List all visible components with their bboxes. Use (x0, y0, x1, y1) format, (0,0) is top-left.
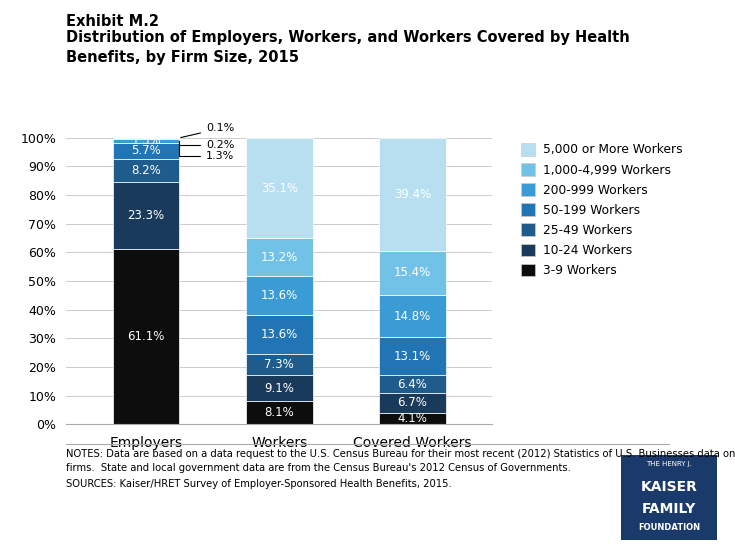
Bar (246, 401, 312, 424)
Bar (379, 337, 446, 375)
Text: firms.  State and local government data are from the Census Bureau's 2012 Census: firms. State and local government data a… (66, 463, 571, 473)
Text: THE HENRY J.: THE HENRY J. (646, 461, 692, 467)
Text: 13.2%: 13.2% (261, 251, 298, 264)
Bar (246, 138, 312, 239)
Bar (379, 413, 446, 424)
Bar (246, 315, 312, 354)
Text: Exhibit M.2: Exhibit M.2 (66, 14, 159, 29)
Bar (112, 249, 179, 424)
Text: 13.6%: 13.6% (261, 328, 298, 341)
Text: Distribution of Employers, Workers, and Workers Covered by Health
Benefits, by F: Distribution of Employers, Workers, and … (66, 30, 630, 64)
Text: 8.2%: 8.2% (132, 164, 161, 177)
Text: KAISER: KAISER (640, 480, 698, 494)
Text: 1.3%: 1.3% (132, 134, 161, 147)
Text: 13.6%: 13.6% (261, 289, 298, 302)
Bar (379, 295, 446, 337)
Text: 6.7%: 6.7% (398, 396, 428, 409)
Bar (246, 375, 312, 401)
Text: 13.1%: 13.1% (394, 350, 431, 363)
Bar (379, 393, 446, 413)
Text: 15.4%: 15.4% (394, 267, 431, 279)
Text: 7.3%: 7.3% (265, 358, 294, 371)
Bar (112, 182, 179, 249)
Bar (112, 138, 179, 139)
Text: 35.1%: 35.1% (261, 181, 298, 195)
Text: 23.3%: 23.3% (127, 209, 165, 222)
Text: 6.4%: 6.4% (398, 377, 428, 391)
Text: 9.1%: 9.1% (265, 381, 294, 395)
Text: 8.1%: 8.1% (265, 406, 294, 419)
Bar (112, 143, 179, 159)
Text: NOTES: Data are based on a data request to the U.S. Census Bureau for their most: NOTES: Data are based on a data request … (66, 449, 735, 459)
Text: FOUNDATION: FOUNDATION (638, 523, 700, 532)
Text: 14.8%: 14.8% (394, 310, 431, 323)
Text: 5.7%: 5.7% (132, 144, 161, 157)
Text: 4.1%: 4.1% (398, 412, 428, 425)
Bar (379, 138, 446, 251)
Bar (112, 159, 179, 182)
Text: 0.1%: 0.1% (181, 123, 234, 138)
Text: SOURCES: Kaiser/HRET Survey of Employer-Sponsored Health Benefits, 2015.: SOURCES: Kaiser/HRET Survey of Employer-… (66, 479, 452, 489)
Bar (379, 251, 446, 295)
Text: 0.2%: 0.2% (179, 140, 234, 150)
Text: 1.3%: 1.3% (179, 144, 234, 161)
Bar (246, 239, 312, 276)
Bar (112, 139, 179, 143)
Legend: 5,000 or More Workers, 1,000-4,999 Workers, 200-999 Workers, 50-199 Workers, 25-: 5,000 or More Workers, 1,000-4,999 Worke… (516, 138, 687, 282)
Text: 61.1%: 61.1% (127, 330, 165, 343)
Text: FAMILY: FAMILY (642, 501, 696, 516)
Bar (379, 375, 446, 393)
Bar (246, 354, 312, 375)
Bar (246, 276, 312, 315)
Text: 39.4%: 39.4% (394, 188, 431, 201)
